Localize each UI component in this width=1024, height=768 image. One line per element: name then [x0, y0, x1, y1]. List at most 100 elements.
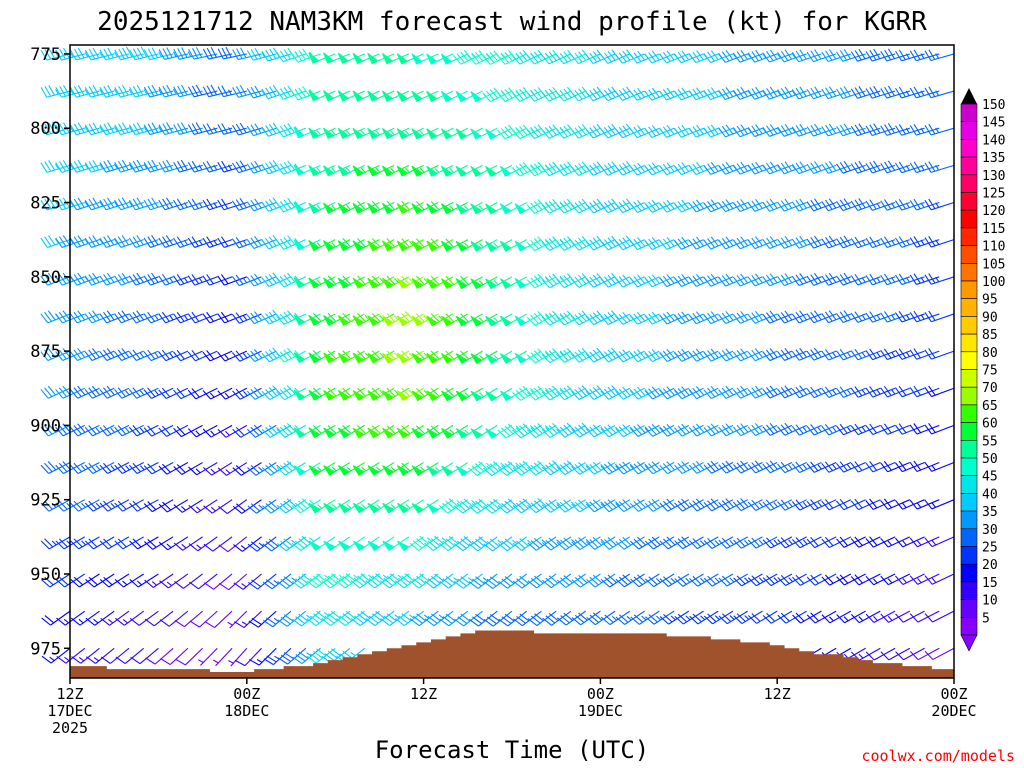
wind-barb-full: [615, 165, 624, 176]
wind-barb-full: [662, 388, 672, 398]
wind-barb-full: [637, 50, 646, 61]
wind-barb-half: [559, 350, 565, 356]
wind-barb-full: [261, 314, 270, 325]
wind-barb-full: [559, 426, 569, 436]
wind-barb: [468, 610, 498, 627]
wind-barb-half: [423, 352, 429, 358]
wind-barb-full: [674, 389, 683, 400]
wind-barb-full: [235, 388, 245, 398]
wind-barb-full: [673, 240, 682, 250]
wind-barb: [426, 90, 454, 102]
wind-barb: [426, 53, 454, 65]
wind-barb-staff: [492, 573, 513, 590]
wind-barb-half: [346, 504, 352, 509]
wind-barb-pennant: [396, 465, 410, 476]
wind-barb-full: [239, 197, 247, 209]
wind-barb-full: [121, 122, 129, 133]
wind-barb-half: [644, 463, 650, 469]
wind-barb-full: [69, 313, 78, 324]
wind-barb: [114, 235, 144, 248]
wind-barb-full: [468, 581, 479, 589]
wind-barb-half: [99, 126, 104, 132]
wind-barb: [367, 312, 395, 327]
wind-barb-half: [541, 539, 547, 544]
wind-barb-full: [442, 578, 453, 587]
wind-barb-full: [751, 537, 760, 547]
wind-barb: [527, 573, 557, 589]
wind-barb-full: [99, 540, 109, 550]
wind-barb-pennant: [470, 203, 483, 215]
wind-barb-half: [84, 238, 89, 244]
wind-barb-full: [533, 350, 543, 360]
wind-barb-full: [810, 125, 818, 136]
wind-barb: [40, 197, 71, 211]
wind-barb-full: [828, 235, 837, 246]
wind-barb-pennant: [367, 315, 380, 327]
wind-barb-pennant: [426, 90, 438, 102]
wind-barb-full: [225, 46, 232, 58]
wind-barb-full: [607, 50, 616, 61]
wind-barb: [880, 48, 910, 62]
wind-barb: [659, 498, 690, 512]
wind-barb: [70, 85, 100, 98]
wind-barb: [556, 86, 586, 102]
wind-barb-full: [806, 313, 815, 324]
wind-barb-full: [235, 236, 244, 247]
wind-barb-full: [545, 502, 555, 511]
wind-barb-half: [544, 350, 550, 356]
wind-barb-full: [457, 540, 467, 549]
wind-barb: [440, 164, 469, 177]
wind-barb-half: [905, 202, 910, 208]
wind-barb-full: [810, 499, 819, 509]
wind-barb-staff: [169, 647, 189, 665]
wind-barb: [762, 573, 793, 587]
wind-barb-staff: [212, 536, 233, 552]
wind-barb: [128, 462, 159, 475]
wind-barb-full: [221, 123, 228, 134]
wind-barb-full: [533, 88, 543, 99]
wind-barb: [453, 536, 483, 552]
wind-barb-full: [202, 162, 210, 173]
wind-barb-full: [73, 48, 81, 60]
wind-barb-full: [70, 617, 81, 626]
wind-barb-full: [533, 575, 544, 584]
wind-barb-full: [55, 540, 65, 550]
wind-barb-full: [574, 389, 584, 399]
wind-barb-full: [73, 123, 81, 134]
wind-barb-full: [176, 426, 186, 436]
wind-barb-full: [703, 90, 712, 100]
wind-barb-full: [99, 87, 107, 98]
wind-barb-full: [233, 582, 244, 590]
wind-barb-full: [218, 505, 228, 514]
wind-barb-staff: [711, 536, 734, 549]
wind-barb-half: [920, 165, 925, 171]
wind-barb-full: [681, 236, 690, 247]
wind-barb-full: [202, 351, 211, 362]
wind-barb-half: [63, 618, 69, 624]
wind-barb-full: [924, 199, 932, 211]
wind-barb-full: [174, 619, 185, 628]
wind-barb: [880, 610, 911, 623]
wind-barb-full: [589, 463, 599, 473]
wind-barb-full: [321, 618, 332, 626]
wind-barb-half: [78, 618, 84, 624]
wind-barb-half: [861, 240, 866, 246]
wind-barb-full: [173, 427, 182, 437]
wind-barb-half: [241, 621, 248, 626]
wind-barb-full: [747, 426, 756, 436]
wind-barb: [308, 312, 336, 326]
wind-barb-full: [107, 122, 114, 133]
wind-barb-full: [674, 540, 684, 550]
wind-barb: [411, 424, 439, 439]
wind-barb-pennant: [499, 203, 512, 215]
wind-barb: [352, 424, 380, 439]
wind-barb: [202, 424, 233, 438]
wind-barb-full: [173, 313, 181, 324]
wind-barb: [143, 235, 174, 248]
wind-barb-full: [357, 275, 366, 285]
wind-barb-half: [700, 577, 705, 583]
wind-barb-full: [880, 462, 889, 473]
wind-barb-full: [769, 348, 778, 358]
wind-barb-full: [62, 461, 71, 471]
wind-barb-full: [165, 197, 174, 208]
